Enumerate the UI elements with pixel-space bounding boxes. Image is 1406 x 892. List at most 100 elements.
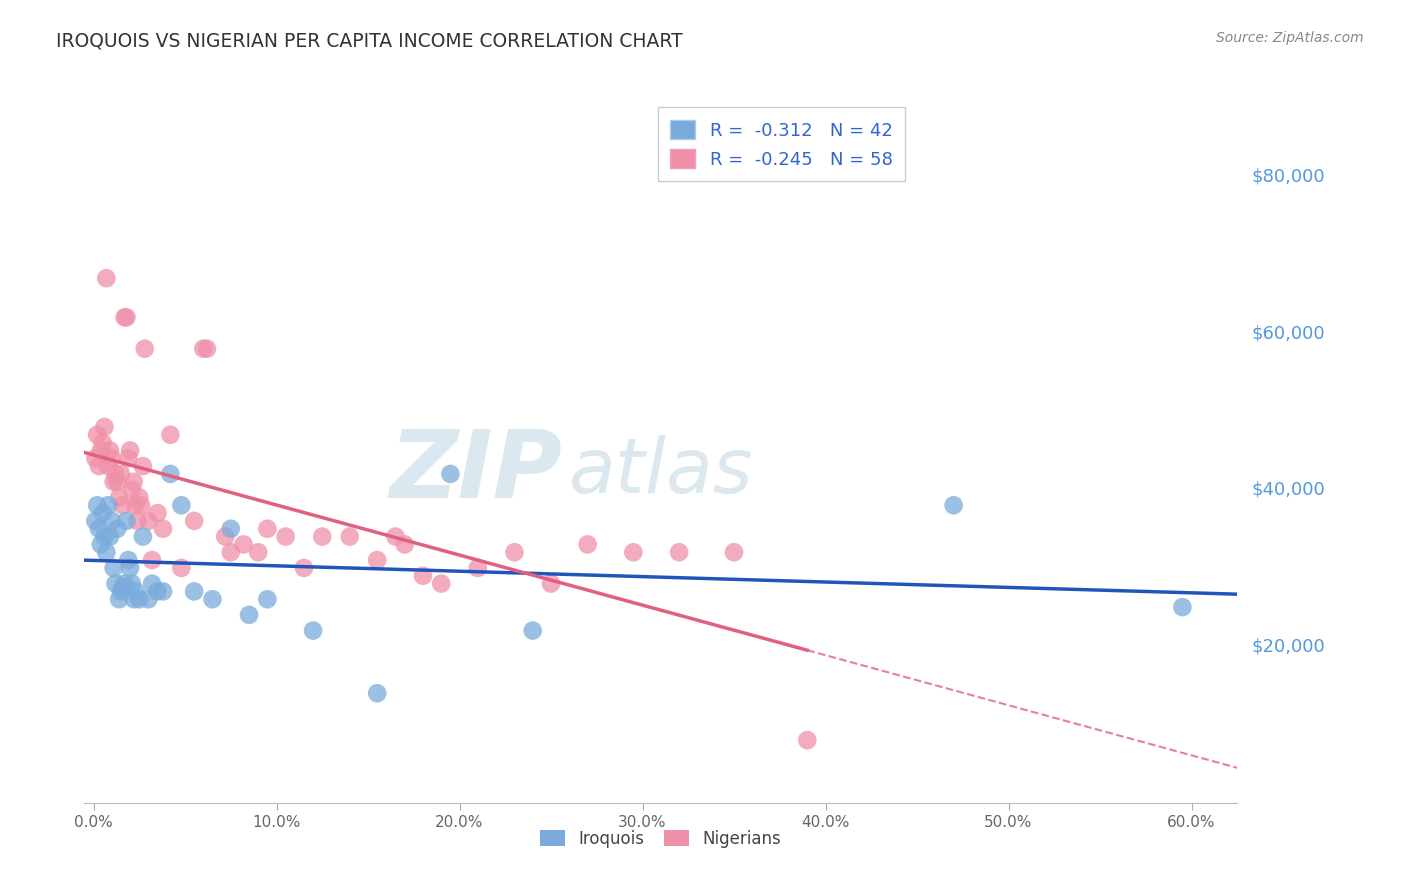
Point	[103, 561, 125, 575]
Point	[86, 498, 108, 512]
Point	[132, 459, 155, 474]
Point	[121, 483, 143, 497]
Point	[668, 545, 690, 559]
Text: $20,000: $20,000	[1251, 637, 1324, 656]
Point	[366, 686, 388, 700]
Point	[412, 568, 434, 582]
Point	[159, 467, 181, 481]
Point	[117, 451, 139, 466]
Point	[101, 514, 124, 528]
Point	[96, 545, 118, 559]
Point	[540, 576, 562, 591]
Point	[129, 498, 152, 512]
Point	[256, 522, 278, 536]
Text: $60,000: $60,000	[1251, 324, 1324, 342]
Point	[796, 733, 818, 747]
Point	[90, 537, 112, 551]
Point	[522, 624, 544, 638]
Point	[128, 491, 150, 505]
Point	[430, 576, 453, 591]
Point	[97, 498, 120, 512]
Point	[201, 592, 224, 607]
Point	[366, 553, 388, 567]
Point	[723, 545, 745, 559]
Point	[183, 584, 205, 599]
Point	[110, 467, 132, 481]
Point	[97, 459, 120, 474]
Point	[159, 427, 181, 442]
Point	[238, 607, 260, 622]
Point	[108, 592, 131, 607]
Point	[1171, 600, 1194, 615]
Point	[134, 342, 156, 356]
Point	[128, 592, 150, 607]
Point	[274, 530, 297, 544]
Text: atlas: atlas	[568, 434, 754, 508]
Point	[256, 592, 278, 607]
Point	[503, 545, 526, 559]
Point	[152, 522, 174, 536]
Point	[93, 420, 115, 434]
Point	[141, 553, 163, 567]
Point	[111, 581, 134, 595]
Point	[84, 514, 107, 528]
Point	[141, 576, 163, 591]
Point	[124, 584, 146, 599]
Point	[183, 514, 205, 528]
Point	[103, 475, 125, 489]
Point	[86, 427, 108, 442]
Point	[124, 498, 146, 512]
Point	[193, 342, 215, 356]
Point	[111, 498, 134, 512]
Point	[108, 491, 131, 505]
Point	[146, 584, 169, 599]
Point	[127, 514, 149, 528]
Point	[115, 514, 138, 528]
Point	[132, 530, 155, 544]
Point	[195, 342, 218, 356]
Point	[122, 592, 145, 607]
Point	[121, 576, 143, 591]
Point	[384, 530, 406, 544]
Point	[101, 451, 124, 466]
Point	[114, 576, 136, 591]
Point	[122, 475, 145, 489]
Point	[439, 467, 461, 481]
Point	[138, 592, 160, 607]
Point	[152, 584, 174, 599]
Point	[110, 584, 132, 599]
Point	[146, 506, 169, 520]
Point	[98, 443, 121, 458]
Point	[232, 537, 254, 551]
Legend: Iroquois, Nigerians: Iroquois, Nigerians	[533, 823, 789, 855]
Point	[104, 576, 127, 591]
Point	[219, 522, 242, 536]
Text: Source: ZipAtlas.com: Source: ZipAtlas.com	[1216, 31, 1364, 45]
Point	[621, 545, 644, 559]
Point	[219, 545, 242, 559]
Point	[114, 310, 136, 325]
Point	[105, 475, 128, 489]
Point	[942, 498, 965, 512]
Point	[302, 624, 325, 638]
Point	[96, 271, 118, 285]
Point	[339, 530, 361, 544]
Point	[105, 522, 128, 536]
Point	[91, 506, 114, 520]
Point	[98, 530, 121, 544]
Point	[467, 561, 489, 575]
Point	[117, 553, 139, 567]
Point	[84, 451, 107, 466]
Point	[120, 561, 142, 575]
Point	[87, 459, 110, 474]
Point	[104, 467, 127, 481]
Point	[87, 522, 110, 536]
Point	[120, 443, 142, 458]
Point	[214, 530, 236, 544]
Point	[91, 435, 114, 450]
Text: IROQUOIS VS NIGERIAN PER CAPITA INCOME CORRELATION CHART: IROQUOIS VS NIGERIAN PER CAPITA INCOME C…	[56, 31, 683, 50]
Text: $40,000: $40,000	[1251, 481, 1324, 499]
Point	[292, 561, 315, 575]
Point	[90, 443, 112, 458]
Point	[311, 530, 333, 544]
